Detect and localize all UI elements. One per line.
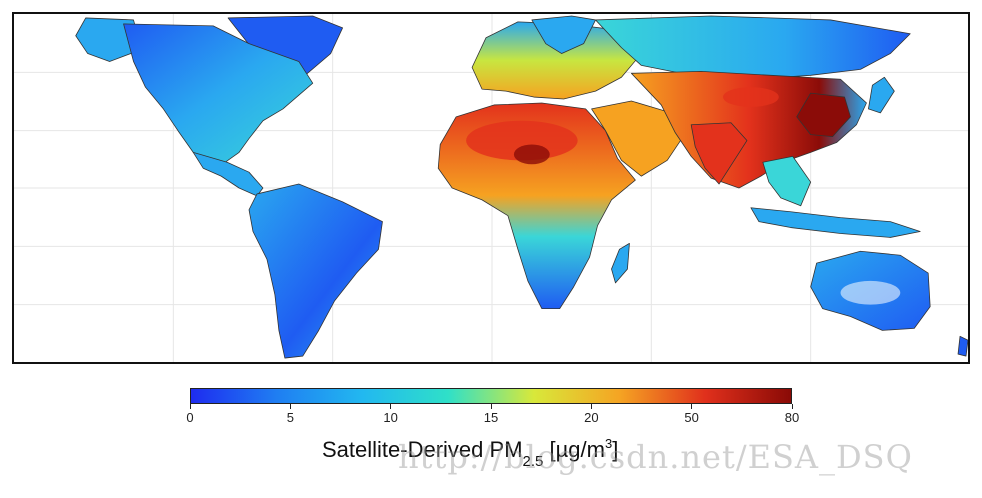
pm25-map-svg — [14, 14, 968, 362]
colorbar-title: Satellite-Derived PM2.5 [µg/m3] — [322, 436, 618, 470]
madagascar-region — [611, 242, 630, 284]
colorbar-tick-label: 15 — [483, 410, 499, 425]
australia-clean-area — [840, 280, 901, 305]
colorbar-title-unit-open: [µg/m — [543, 437, 605, 462]
southeast-asia-region — [762, 155, 812, 207]
colorbar-title-unit-close: ] — [612, 437, 619, 462]
colorbar-title-subscript: 2.5 — [522, 453, 544, 470]
world-map — [12, 12, 970, 364]
new-zealand-region — [957, 335, 968, 357]
colorbar-tick-label: 0 — [186, 410, 194, 425]
india-region — [690, 122, 748, 185]
east-china-hotspot — [796, 92, 851, 137]
colorbar-tick-mark — [691, 404, 693, 409]
europe-region — [471, 21, 642, 100]
watermark-text: http://blog.csdn.net/ESA_DSQ — [398, 438, 913, 476]
russia-region — [595, 15, 911, 80]
scandinavia-region — [531, 15, 596, 54]
colorbar-title-main: Satellite-Derived PM — [322, 437, 523, 462]
colorbar-tick-mark — [590, 404, 592, 409]
colorbar-tick-label: 10 — [383, 410, 398, 425]
colorbar-tick-label: 20 — [584, 410, 599, 425]
middle-east-region — [591, 100, 684, 177]
colorbar-tick-mark — [791, 404, 793, 409]
colorbar-tick-label: 80 — [784, 410, 800, 425]
north-america-region — [123, 23, 314, 163]
colorbar — [190, 388, 792, 404]
colorbar-tick-mark — [289, 404, 291, 409]
south-america-region — [248, 183, 383, 359]
sahara-hotspot — [466, 120, 578, 161]
colorbar-title-superscript: 3 — [604, 436, 613, 451]
bodele-hotspot — [513, 144, 550, 165]
japan-region — [868, 76, 895, 114]
colorbar-tick-label: 50 — [684, 410, 699, 425]
colorbar-tick-label: 5 — [286, 410, 294, 425]
taklamakan-hotspot — [723, 87, 779, 107]
indonesia-region — [750, 207, 921, 238]
colorbar-tick-mark — [490, 404, 492, 409]
colorbar-tick-mark — [189, 404, 191, 409]
colorbar-tick-mark — [390, 404, 392, 409]
